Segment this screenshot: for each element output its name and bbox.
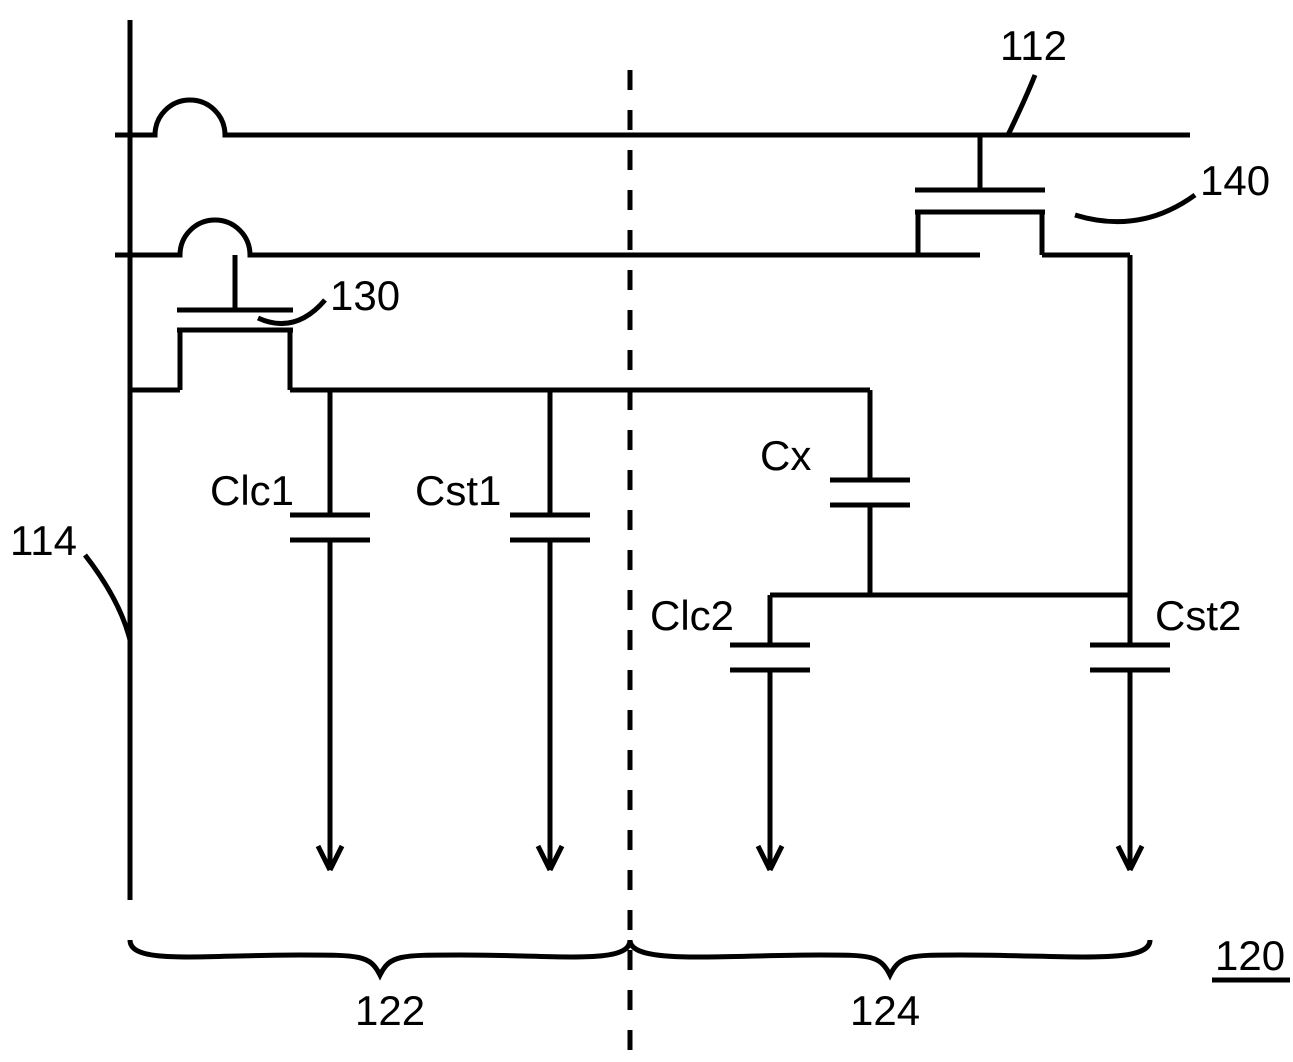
circuit-diagram: 112 140 130 114 120 122 124 Clc1 Cst1 Cx… (0, 0, 1293, 1062)
tft-140 (915, 135, 1045, 255)
brace-124 (630, 940, 1150, 975)
label-cst1: Cst1 (415, 467, 501, 514)
cap-clc1 (290, 390, 370, 870)
label-cx: Cx (760, 432, 811, 479)
leader-114 (85, 555, 130, 640)
cap-cx (830, 390, 910, 595)
label-122: 122 (355, 987, 425, 1034)
cap-cst1 (510, 390, 590, 870)
label-cst2: Cst2 (1155, 592, 1241, 639)
label-clc1: Clc1 (210, 467, 294, 514)
leader-112 (1008, 75, 1035, 135)
label-140: 140 (1200, 157, 1270, 204)
leader-140 (1075, 195, 1195, 222)
label-120: 120 (1215, 932, 1285, 979)
brace-122 (130, 940, 630, 975)
label-130: 130 (330, 272, 400, 319)
cap-clc2 (730, 595, 810, 870)
gate-line-112 (115, 100, 1190, 135)
label-114: 114 (10, 517, 77, 564)
gate-line-2 (115, 220, 980, 255)
label-124: 124 (850, 987, 920, 1034)
label-112: 112 (1000, 22, 1067, 69)
label-clc2: Clc2 (650, 592, 734, 639)
